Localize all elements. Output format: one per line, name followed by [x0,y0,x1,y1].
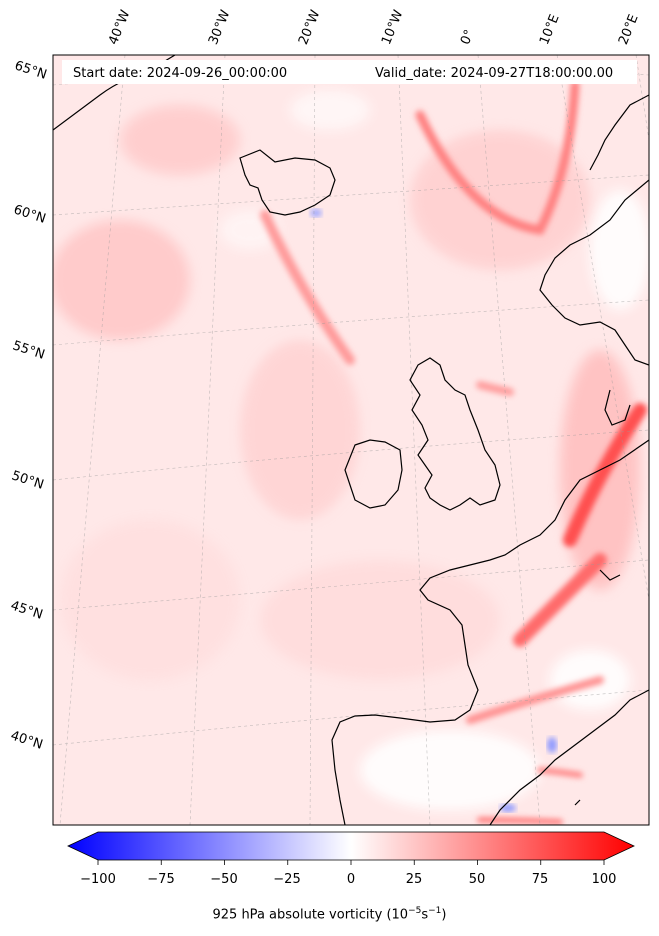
colorbar-title: 925 hPa absolute vorticity (10−5s−1) [0,906,659,922]
colorbar-tick-label: 0 [346,872,356,887]
colorbar-title-mid: s [421,907,429,923]
colorbar-tick-label: 25 [405,872,423,887]
colorbar-title-end: ) [441,907,447,923]
colorbar-tick-label: 100 [591,872,617,887]
header-strip [62,60,637,84]
colorbar-title-exp2: −1 [428,906,442,916]
colorbar-tick-label: −25 [273,872,301,887]
colorbar-tick-label: −50 [210,872,238,887]
colorbar-ticks [97,860,605,865]
start-date-label: Start date: 2024-09-26_00:00:00 [73,66,288,81]
valid-date-label: Valid_date: 2024-09-27T18:00:00.00 [375,66,614,81]
colorbar-tick-label: 50 [468,872,486,887]
colorbar-title-exp1: −5 [408,906,422,916]
colorbar-tick-label: −75 [147,872,175,887]
colorbar-tick-label: 75 [531,872,549,887]
colorbar [67,831,635,861]
colorbar-title-text: 925 hPa absolute vorticity (10 [212,907,409,923]
map-frame [52,54,650,826]
vorticity-field [53,55,649,825]
colorbar-tick-label: −100 [80,872,116,887]
